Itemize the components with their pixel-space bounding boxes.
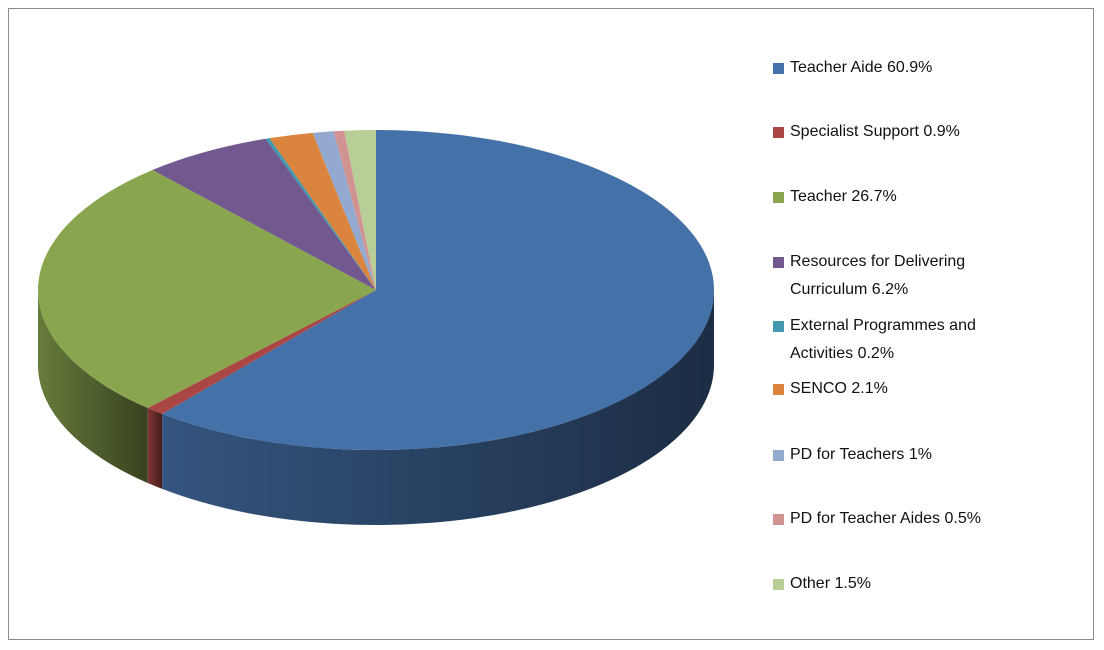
legend-label: Teacher Aide [790, 59, 883, 76]
legend-entry: External Programmes and Activities 0.2% [773, 312, 1023, 368]
legend-swatch [773, 63, 784, 74]
slice [265, 138, 376, 290]
legend-text: Teacher 26.7% [773, 183, 1023, 211]
legend-text: Resources for Delivering Curriculum 6.2% [773, 248, 1023, 304]
legend-entry: Resources for Delivering Curriculum 6.2% [773, 248, 1023, 304]
legend-label: SENCO [790, 380, 847, 397]
legend-value: 26.7% [851, 188, 897, 205]
legend-value: 6.2% [871, 281, 909, 298]
legend-entry: SENCO 2.1% [773, 375, 1023, 403]
legend-value: 0.5% [944, 510, 981, 527]
legend-swatch [773, 321, 784, 332]
legend-entry: Other 1.5% [773, 570, 1023, 598]
slice-side [38, 290, 148, 484]
legend-swatch [773, 192, 784, 203]
legend-value: 0.9% [923, 123, 960, 140]
legend-text: SENCO 2.1% [773, 375, 1023, 403]
legend-text: Teacher Aide 60.9% [773, 54, 1023, 82]
slice [312, 131, 376, 290]
legend-entry: Teacher Aide 60.9% [773, 54, 1023, 82]
legend-value: 60.9% [886, 59, 933, 76]
legend-text: PD for Teachers 1% [773, 441, 1023, 469]
slice [37, 169, 376, 409]
legend-label: PD for Teachers [790, 446, 905, 463]
slice [269, 132, 376, 290]
chart-frame [8, 8, 1094, 640]
legend-label: Resources for Delivering Curriculum [790, 253, 966, 298]
slice [162, 130, 714, 451]
legend-text: PD for Teacher Aides 0.5% [773, 505, 1023, 533]
slice [152, 138, 376, 290]
legend-text: Other 1.5% [773, 570, 1023, 598]
legend-swatch [773, 579, 784, 590]
legend-swatch [773, 514, 784, 525]
legend-swatch [773, 127, 784, 138]
slice [147, 290, 376, 414]
legend-label: Teacher [790, 188, 847, 205]
legend-entry: PD for Teachers 1% [773, 441, 1023, 469]
slice [333, 130, 376, 290]
legend-entry: Specialist Support 0.9% [773, 118, 1023, 146]
legend-text: Specialist Support 0.9% [773, 118, 1023, 146]
slice-side [162, 290, 714, 526]
legend-entry: PD for Teacher Aides 0.5% [773, 505, 1023, 533]
legend-label: PD for Teacher Aides [790, 510, 941, 527]
legend-label: External Programmes and Activities [790, 317, 976, 362]
legend-value: 2.1% [851, 380, 888, 397]
legend-swatch [773, 257, 784, 268]
legend-label: Other [790, 575, 831, 592]
legend-value: 1.5% [834, 575, 871, 592]
legend-swatch [773, 450, 784, 461]
slice-side [147, 408, 163, 489]
legend-entry: Teacher 26.7% [773, 183, 1023, 211]
legend-value: 0.2% [857, 345, 895, 362]
slice [344, 130, 376, 290]
legend-swatch [773, 384, 784, 395]
legend-label: Specialist Support [790, 123, 919, 140]
legend-text: External Programmes and Activities 0.2% [773, 312, 1023, 368]
legend-value: 1% [908, 446, 932, 463]
